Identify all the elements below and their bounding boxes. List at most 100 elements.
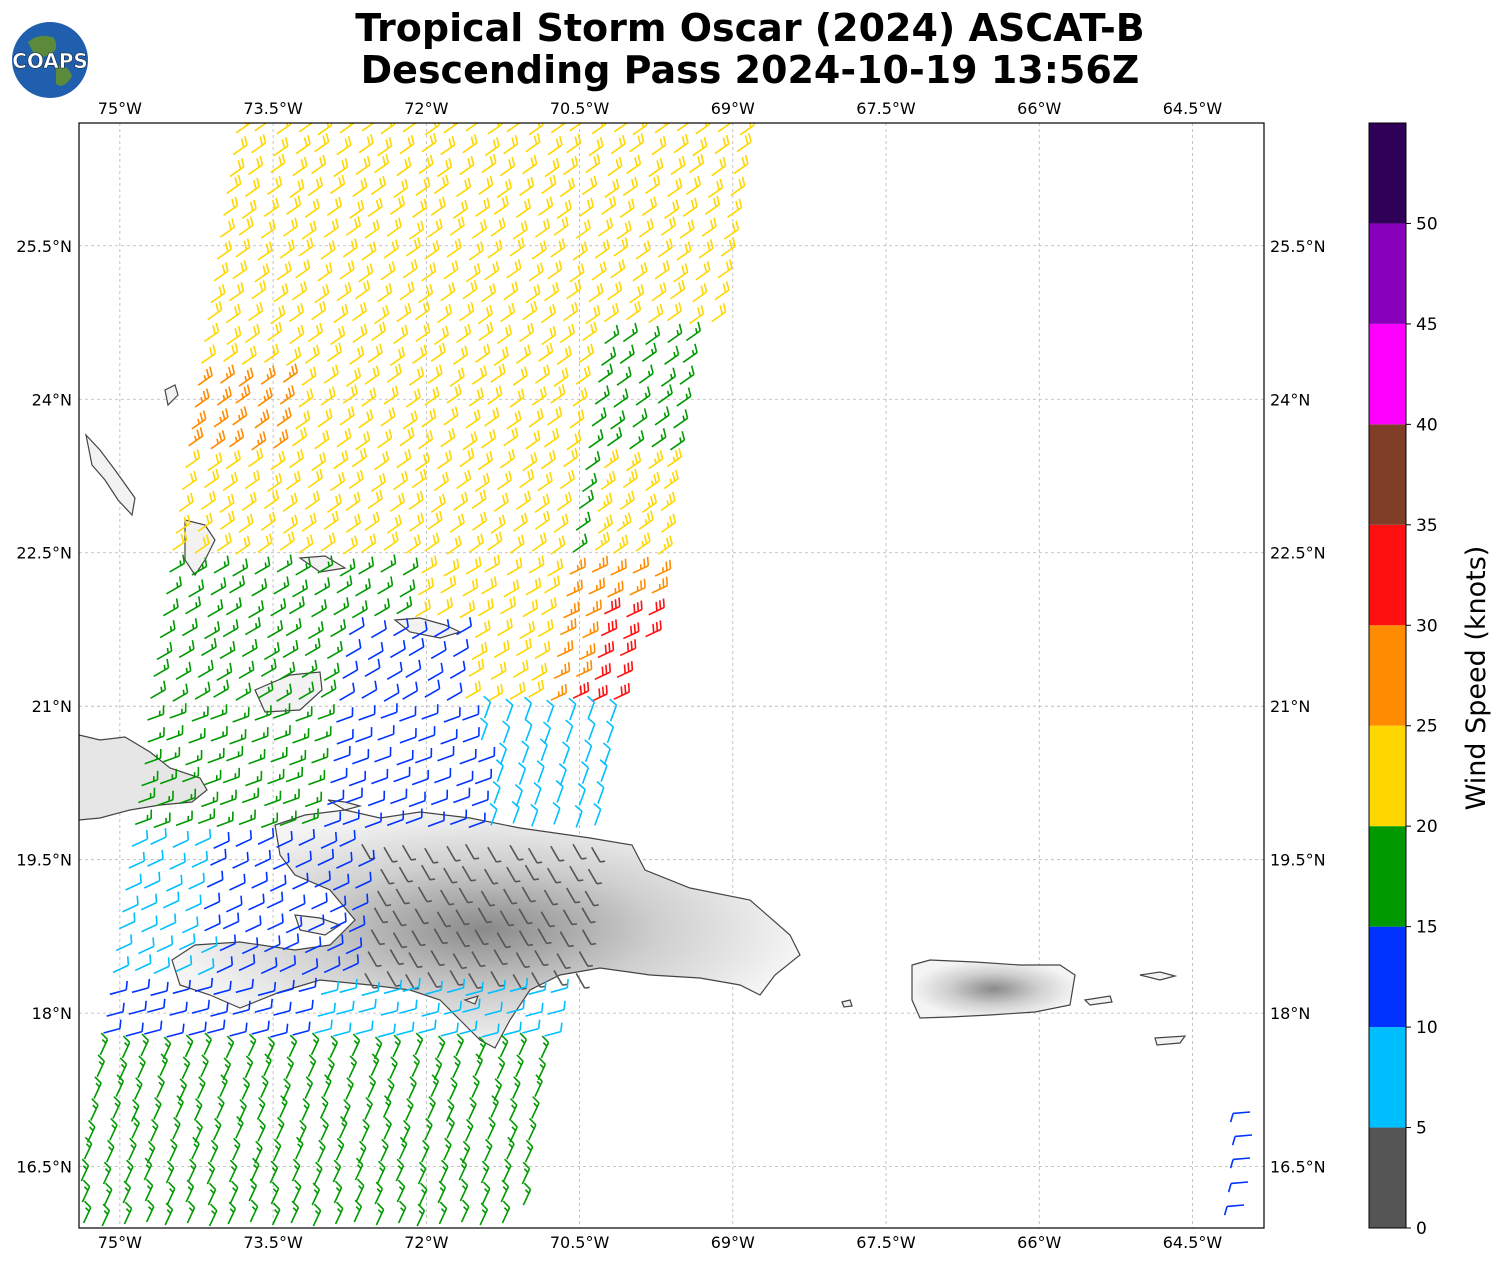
wind-barb-821 <box>213 832 230 849</box>
wind-barb-533 <box>569 557 587 575</box>
wind-barb-806 <box>386 810 405 827</box>
wind-barb-626 <box>493 639 510 659</box>
wind-barb-354 <box>358 409 374 429</box>
wind-barb-978 <box>109 980 128 996</box>
wind-barb-33 <box>399 135 415 155</box>
wind-barb-570 <box>333 597 350 616</box>
wind-barb-126 <box>238 216 254 236</box>
left-lat-label-4: 19.5°N <box>16 851 72 870</box>
wind-barb-852 <box>380 868 395 885</box>
wind-barb-758 <box>348 770 367 787</box>
wind-barb-954 <box>578 951 593 968</box>
wind-barb-81 <box>352 177 368 198</box>
andros-island <box>84 433 136 517</box>
wind-barb-224 <box>714 281 730 301</box>
wind-barb-669 <box>424 679 441 698</box>
wind-barb-1128 <box>468 1097 477 1120</box>
wind-barb-818 <box>150 828 167 845</box>
wind-barb-287 <box>475 343 491 363</box>
wind-barb-203 <box>273 283 289 303</box>
wind-barb-957 <box>153 957 171 975</box>
wind-barb-1210 <box>333 1180 343 1204</box>
wind-barb-531 <box>528 555 545 574</box>
wind-barb-1070 <box>181 1056 191 1080</box>
wind-barb-464 <box>641 493 658 514</box>
wind-barb-1093 <box>197 1076 206 1099</box>
wind-barb-899 <box>392 910 407 927</box>
wind-barb-541 <box>229 575 245 594</box>
wind-barb-558 <box>588 577 606 595</box>
colorbar-tick-label-6: 30 <box>1416 616 1438 636</box>
map-frame <box>78 122 1265 1229</box>
wind-barb-928 <box>518 930 534 947</box>
wind-barb-620 <box>367 641 384 661</box>
colorbar-bin-8 <box>1369 323 1406 425</box>
wind-barb-494 <box>257 533 273 553</box>
wind-barb-645 <box>405 659 422 679</box>
wind-barb-1184 <box>250 1157 260 1181</box>
wind-barb-1026 <box>188 1021 207 1036</box>
wind-barb-112 <box>475 197 491 217</box>
wind-barb-779 <box>304 791 323 808</box>
wind-barb-720 <box>524 718 533 742</box>
colorbar-bin-9 <box>1369 223 1406 324</box>
wind-barb-887 <box>140 893 158 911</box>
wind-barb-1099 <box>323 1074 332 1097</box>
wind-barb-664 <box>320 679 337 698</box>
wind-barb-772 <box>156 790 174 807</box>
wind-barb-927 <box>496 932 511 949</box>
wind-barb-1131 <box>531 1096 540 1119</box>
wind-barb-1028 <box>229 1022 248 1037</box>
wind-barb-579 <box>522 599 539 618</box>
colorbar-frame <box>1368 122 1407 1229</box>
wind-barb-302 <box>282 363 299 383</box>
wind-barb-290 <box>538 342 554 362</box>
wind-barb-498 <box>342 535 358 555</box>
wind-barb-990 <box>361 981 380 997</box>
wind-barb-823 <box>257 828 275 845</box>
wind-barb-199 <box>717 259 733 279</box>
wind-barb-953 <box>556 953 571 970</box>
wind-barb-392 <box>651 428 667 448</box>
wind-barb-916 <box>267 913 284 931</box>
wind-barb-379 <box>377 429 393 449</box>
wind-barb-843 <box>191 850 209 868</box>
wind-barb-923 <box>411 930 426 947</box>
wind-barb-359 <box>465 409 481 429</box>
wind-barb-703 <box>166 725 184 741</box>
wind-barb-687 <box>317 704 335 720</box>
wind-barb-860 <box>546 867 562 884</box>
wind-barb-660 <box>235 682 252 701</box>
wind-barb-949 <box>471 951 486 968</box>
wind-barb-678 <box>613 682 631 700</box>
wind-barb-1019 <box>506 999 525 1014</box>
wind-barb-137 <box>471 219 488 239</box>
wind-barb-327 <box>298 388 314 408</box>
hispaniola-landmass <box>171 809 801 1049</box>
wind-barb-1074 <box>263 1053 272 1077</box>
wind-barb-436 <box>559 469 576 490</box>
wind-barb-303 <box>301 366 317 386</box>
wind-barb-1192 <box>417 1161 427 1185</box>
wind-barb-284 <box>412 344 428 364</box>
wind-barb-376 <box>314 430 330 450</box>
wind-barb-691 <box>399 706 417 722</box>
wind-barb-689 <box>358 705 376 721</box>
wind-barb-698 <box>546 699 555 723</box>
wind-barb-701 <box>609 698 618 722</box>
wind-barb-580 <box>540 597 557 616</box>
wind-barb-84 <box>415 176 431 197</box>
wind-barb-746 <box>584 739 593 763</box>
wind-barb-53 <box>292 156 308 177</box>
wind-barb-105 <box>326 196 343 216</box>
wind-barb-850 <box>336 851 353 869</box>
wind-barb-1228 <box>249 1199 259 1223</box>
wind-barb-171 <box>657 238 673 258</box>
wind-barb-903 <box>477 907 492 924</box>
wind-barb-6 <box>361 123 375 132</box>
wind-barb-166 <box>550 238 566 258</box>
wind-barb-817 <box>131 830 149 847</box>
wind-barb-925 <box>455 931 471 948</box>
wind-barb-1059 <box>414 1032 424 1056</box>
wind-barb-15 <box>550 123 566 134</box>
